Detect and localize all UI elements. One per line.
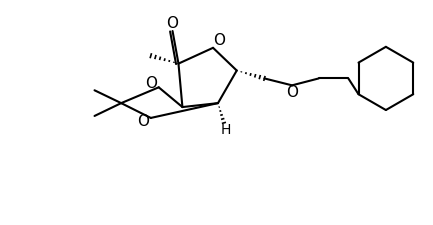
Text: H: H (221, 123, 231, 137)
Text: O: O (137, 114, 149, 129)
Text: O: O (145, 76, 157, 91)
Text: O: O (167, 16, 178, 31)
Text: O: O (213, 33, 225, 48)
Text: O: O (286, 85, 298, 100)
